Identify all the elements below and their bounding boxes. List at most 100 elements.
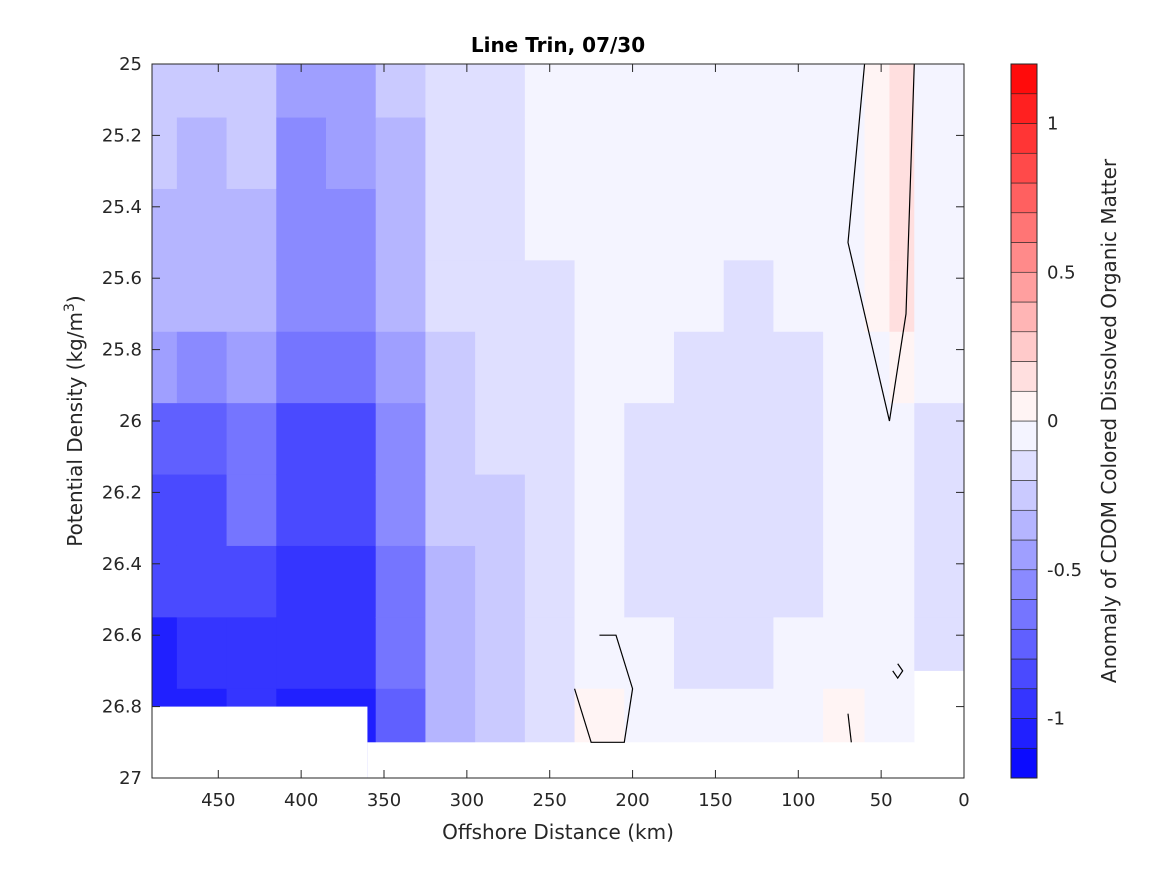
x-tick-label: 100 (781, 790, 815, 811)
y-tick-label: 26.8 (102, 697, 142, 718)
anomaly-cell (723, 474, 775, 547)
anomaly-cell (425, 403, 476, 476)
anomaly-cell (326, 64, 377, 119)
anomaly-cell (674, 617, 725, 690)
anomaly-cell (674, 545, 725, 618)
anomaly-cell (773, 64, 824, 119)
anomaly-cell (375, 617, 427, 690)
colorbar-swatch (1010, 361, 1038, 392)
anomaly-cell (152, 260, 178, 333)
colorbar-swatch (1010, 747, 1038, 779)
anomaly-cell (276, 403, 327, 476)
anomaly-cell (375, 117, 427, 190)
anomaly-cell (226, 403, 277, 476)
colorbar-swatch (1010, 390, 1038, 422)
colorbar-swatch (1010, 420, 1038, 452)
anomaly-cell (723, 188, 775, 261)
anomaly-cell (524, 545, 576, 618)
anomaly-cell (574, 117, 625, 190)
anomaly-cell (864, 474, 891, 547)
anomaly-cell (475, 64, 526, 119)
anomaly-cell (152, 617, 178, 690)
colorbar-swatch (1010, 152, 1038, 184)
anomaly-cell (723, 617, 775, 690)
chart-title: Line Trin, 07/30 (471, 33, 645, 57)
anomaly-cell (889, 545, 915, 618)
anomaly-cell (276, 331, 327, 404)
y-tick-label: 25.6 (102, 268, 142, 289)
anomaly-cell (375, 260, 427, 333)
plot-area (152, 64, 964, 778)
anomaly-cell (914, 331, 964, 404)
colorbar-frame (1010, 63, 1038, 779)
anomaly-cell (475, 403, 526, 476)
anomaly-cell (674, 260, 725, 333)
anomaly-cell (914, 545, 964, 618)
anomaly-cell (723, 260, 775, 333)
anomaly-cell (674, 64, 725, 119)
x-tick-label: 0 (958, 790, 969, 811)
anomaly-cell (624, 545, 675, 618)
anomaly-cell (375, 474, 427, 547)
anomaly-cell (889, 474, 915, 547)
x-axis-label: Offshore Distance (km) (442, 820, 674, 844)
y-tick-label: 26 (119, 411, 142, 432)
anomaly-cell (773, 474, 824, 547)
anomaly-cell (723, 331, 775, 404)
anomaly-cell (152, 474, 178, 547)
anomaly-cell (524, 474, 576, 547)
anomaly-cell (425, 64, 476, 119)
anomaly-cell (176, 545, 228, 618)
anomaly-cell (152, 188, 178, 261)
anomaly-cell (425, 331, 476, 404)
anomaly-cell (914, 117, 964, 190)
colorbar-swatch (1010, 63, 1038, 95)
anomaly-cell (624, 188, 675, 261)
anomaly-cell (624, 474, 675, 547)
colorbar-swatch (1010, 718, 1038, 749)
anomaly-cell (425, 117, 476, 190)
anomaly-cell (375, 188, 427, 261)
anomaly-cell (889, 64, 915, 119)
anomaly-cell (574, 260, 625, 333)
anomaly-cell (276, 64, 327, 119)
anomaly-cell (574, 64, 625, 119)
colorbar-swatch (1010, 599, 1038, 630)
anomaly-cell (864, 617, 891, 690)
anomaly-cell (226, 617, 277, 690)
anomaly-cell (276, 617, 327, 690)
anomaly-cell (723, 545, 775, 618)
x-tick-label: 150 (698, 790, 732, 811)
colorbar-tick-label: 0 (1047, 411, 1058, 432)
anomaly-cell (574, 545, 625, 618)
anomaly-cell (176, 403, 228, 476)
colorbar-swatch (1010, 628, 1038, 660)
x-tick-label: 200 (615, 790, 649, 811)
anomaly-cell (152, 403, 178, 476)
anomaly-cell (823, 64, 866, 119)
anomaly-cell (226, 474, 277, 547)
colorbar-swatch (1010, 688, 1038, 719)
anomaly-cell (864, 188, 891, 261)
anomaly-cell (226, 260, 277, 333)
anomaly-cell (823, 188, 866, 261)
anomaly-cell (425, 617, 476, 690)
anomaly-cell (475, 617, 526, 690)
anomaly-cell (475, 188, 526, 261)
colorbar-tick-label: -0.5 (1047, 560, 1082, 581)
anomaly-cell (326, 117, 377, 190)
anomaly-cell (823, 403, 866, 476)
colorbar-label: Anomaly of CDOM Colored Dissolved Organi… (1097, 158, 1121, 683)
anomaly-cell (176, 64, 228, 119)
anomaly-cell (889, 260, 915, 333)
anomaly-cell (425, 474, 476, 547)
anomaly-cell (624, 260, 675, 333)
anomaly-cell (375, 64, 427, 119)
anomaly-cell (152, 331, 178, 404)
y-tick-label: 25.8 (102, 340, 142, 361)
anomaly-cell (524, 64, 576, 119)
anomaly-cell (226, 188, 277, 261)
anomaly-cell (326, 474, 377, 547)
anomaly-cell (864, 545, 891, 618)
anomaly-cell (226, 545, 277, 618)
